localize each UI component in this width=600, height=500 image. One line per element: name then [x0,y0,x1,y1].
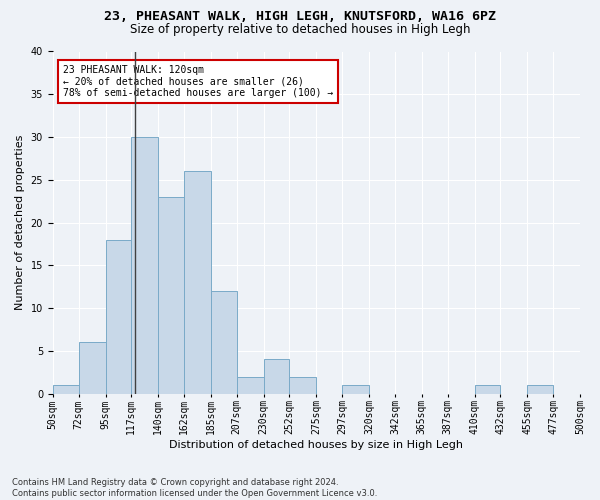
Bar [131,137,158,394]
Bar [158,197,184,394]
Text: Contains HM Land Registry data © Crown copyright and database right 2024.
Contai: Contains HM Land Registry data © Crown c… [12,478,377,498]
Bar [527,385,553,394]
Text: 23 PHEASANT WALK: 120sqm
← 20% of detached houses are smaller (26)
78% of semi-d: 23 PHEASANT WALK: 120sqm ← 20% of detach… [64,65,334,98]
X-axis label: Distribution of detached houses by size in High Legh: Distribution of detached houses by size … [169,440,463,450]
Bar [263,360,289,394]
Bar [342,385,369,394]
Bar [289,376,316,394]
Bar [211,291,237,394]
Bar [184,171,211,394]
Bar [106,240,131,394]
Y-axis label: Number of detached properties: Number of detached properties [15,135,25,310]
Text: 23, PHEASANT WALK, HIGH LEGH, KNUTSFORD, WA16 6PZ: 23, PHEASANT WALK, HIGH LEGH, KNUTSFORD,… [104,10,496,23]
Bar [237,376,263,394]
Text: Size of property relative to detached houses in High Legh: Size of property relative to detached ho… [130,22,470,36]
Bar [79,342,106,394]
Bar [475,385,500,394]
Bar [53,385,79,394]
